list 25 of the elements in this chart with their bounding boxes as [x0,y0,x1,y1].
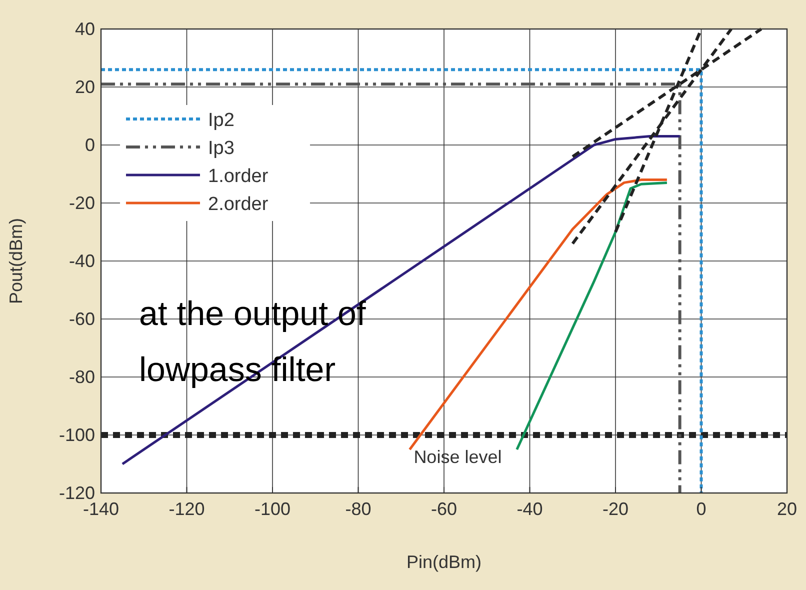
x-axis-title: Pin(dBm) [406,552,482,572]
x-tick-label: -40 [516,499,543,519]
x-tick-label: -100 [254,499,291,519]
x-tick-label: -120 [168,499,205,519]
x-tick-label: 0 [696,499,706,519]
y-axis-title: Pout(dBm) [6,218,26,304]
line-series [408,178,668,451]
legend-label: 1.order [208,166,269,187]
line-series [121,135,682,466]
x-tick-label: -20 [602,499,629,519]
x-tick-label: 20 [776,499,798,519]
line-series [516,181,668,451]
y-tick-label: -40 [68,251,95,271]
x-tick-label: -80 [345,499,372,519]
y-tick-label: 40 [74,19,95,39]
y-tick-label: -20 [68,193,95,213]
legend-label: 2.order [208,194,269,215]
x-tick-label: -60 [430,499,458,519]
y-tick-label: -60 [68,309,95,329]
y-tick-label: 0 [84,135,95,155]
y-tick-label: 20 [74,77,95,97]
legend-label: Ip2 [208,110,234,131]
y-tick-label: -80 [68,367,95,387]
legend-label: Ip3 [208,138,234,159]
y-tick-label: -100 [58,425,95,445]
